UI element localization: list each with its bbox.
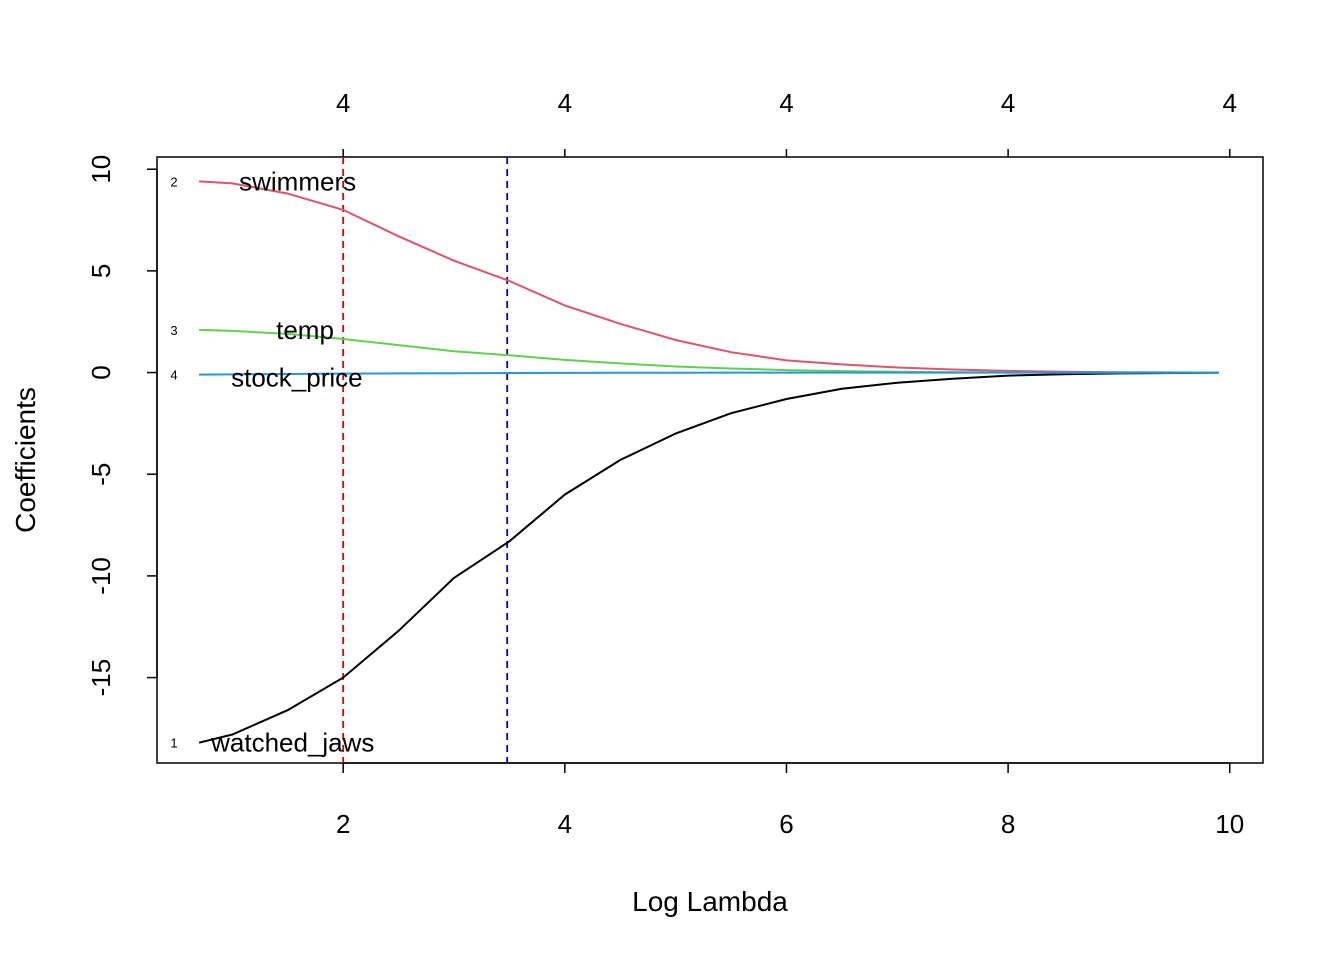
series-name-label: swimmers <box>239 166 356 196</box>
top-tick-label: 4 <box>558 88 572 118</box>
series-name-label: stock_price <box>231 363 363 393</box>
x-tick-label: 4 <box>558 809 572 839</box>
y-tick-label: 0 <box>86 365 116 379</box>
y-tick-label: 5 <box>86 264 116 278</box>
x-tick-label: 6 <box>779 809 793 839</box>
y-axis-title: Coefficients <box>10 387 41 533</box>
top-axis: 4 4 4 4 4 <box>336 88 1237 157</box>
x-axis: 2 4 6 8 10 <box>336 762 1244 839</box>
series-index-label: 4 <box>170 368 177 383</box>
x-axis-title: Log Lambda <box>632 886 788 917</box>
y-tick-label: -15 <box>86 659 116 697</box>
plot-border <box>156 156 1264 764</box>
x-tick-label: 10 <box>1215 809 1244 839</box>
series-name-label: temp <box>276 315 334 345</box>
series-labels: 1 watched_jaws 2 swimmers 3 temp 4 stock_price <box>170 166 374 757</box>
series-line-watched-jaws <box>198 371 1219 744</box>
series-line-stock-price <box>199 371 1219 376</box>
series-index-label: 2 <box>170 174 177 189</box>
series-lines <box>198 180 1219 744</box>
y-tick-label: 10 <box>86 155 116 184</box>
reference-lines <box>342 157 509 763</box>
x-tick-label: 2 <box>336 809 350 839</box>
x-tick-label: 8 <box>1001 809 1015 839</box>
top-tick-label: 4 <box>779 88 793 118</box>
top-tick-label: 4 <box>336 88 350 118</box>
y-tick-label: -5 <box>86 463 116 486</box>
y-axis: 10 5 0 -5 -10 -15 <box>86 155 158 697</box>
top-tick-label: 4 <box>1001 88 1015 118</box>
series-name-label: watched_jaws <box>210 728 374 758</box>
top-tick-label: 4 <box>1223 88 1237 118</box>
series-index-label: 3 <box>170 323 177 338</box>
series-index-label: 1 <box>170 736 177 751</box>
y-tick-label: -10 <box>86 557 116 595</box>
series-line-swimmers <box>199 180 1219 374</box>
